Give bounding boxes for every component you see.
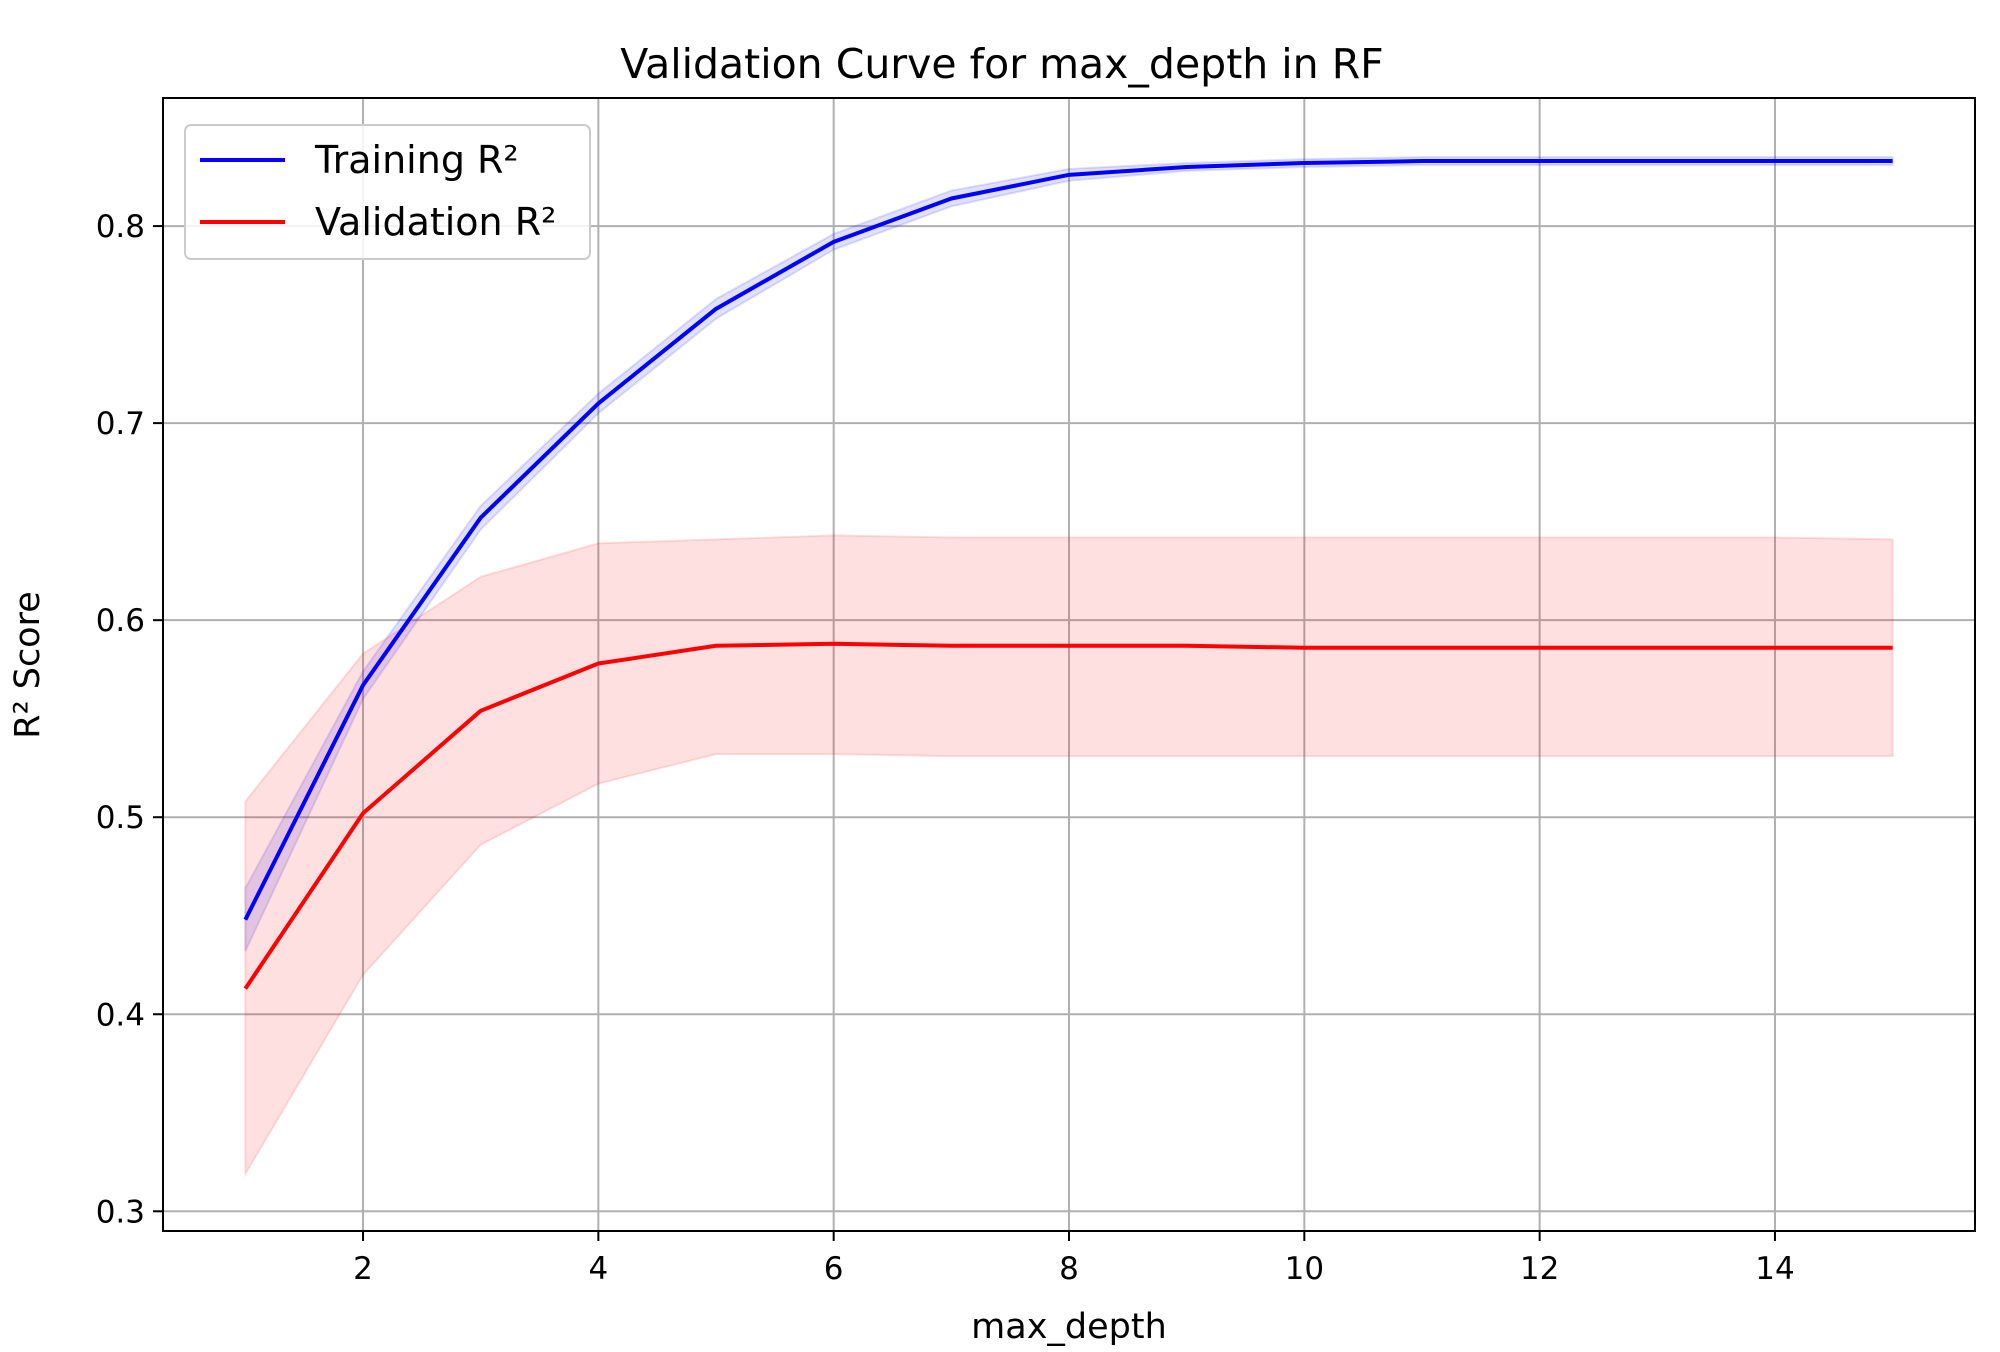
y-tick-label: 0.5 xyxy=(96,800,145,836)
series-1-line xyxy=(243,641,1893,990)
x-tick-label: 10 xyxy=(1285,1251,1324,1287)
y-tick-label: 0.8 xyxy=(96,209,145,245)
legend-label: Validation R² xyxy=(315,200,556,244)
legend-box xyxy=(184,124,591,260)
chart-title: Validation Curve for max_depth in RF xyxy=(620,40,1384,88)
x-tick-label: 14 xyxy=(1755,1251,1794,1287)
y-tick-label: 0.4 xyxy=(96,997,145,1033)
legend-label: Training R² xyxy=(314,138,519,182)
y-axis-label: R² Score xyxy=(8,591,48,739)
legend: Training R² Validation R² xyxy=(184,124,591,260)
series-lines xyxy=(243,159,1893,990)
y-tick-label: 0.7 xyxy=(96,406,145,442)
x-tick-label: 6 xyxy=(824,1251,844,1287)
x-tick-label: 2 xyxy=(353,1251,373,1287)
x-tick-label: 4 xyxy=(588,1251,608,1287)
series-1-band xyxy=(244,534,1894,1178)
series-0-line xyxy=(243,159,1893,921)
x-axis-label: max_depth xyxy=(971,1307,1167,1347)
y-tick-label: 0.3 xyxy=(96,1194,145,1230)
x-tick-label: 12 xyxy=(1520,1251,1559,1287)
x-tick-label: 8 xyxy=(1059,1251,1079,1287)
y-tick-label: 0.6 xyxy=(96,603,145,639)
axis-ticks: 2 4 6 8 10 12 14 0.3 0.4 0.5 0.6 0.7 0.8 xyxy=(96,209,1795,1287)
